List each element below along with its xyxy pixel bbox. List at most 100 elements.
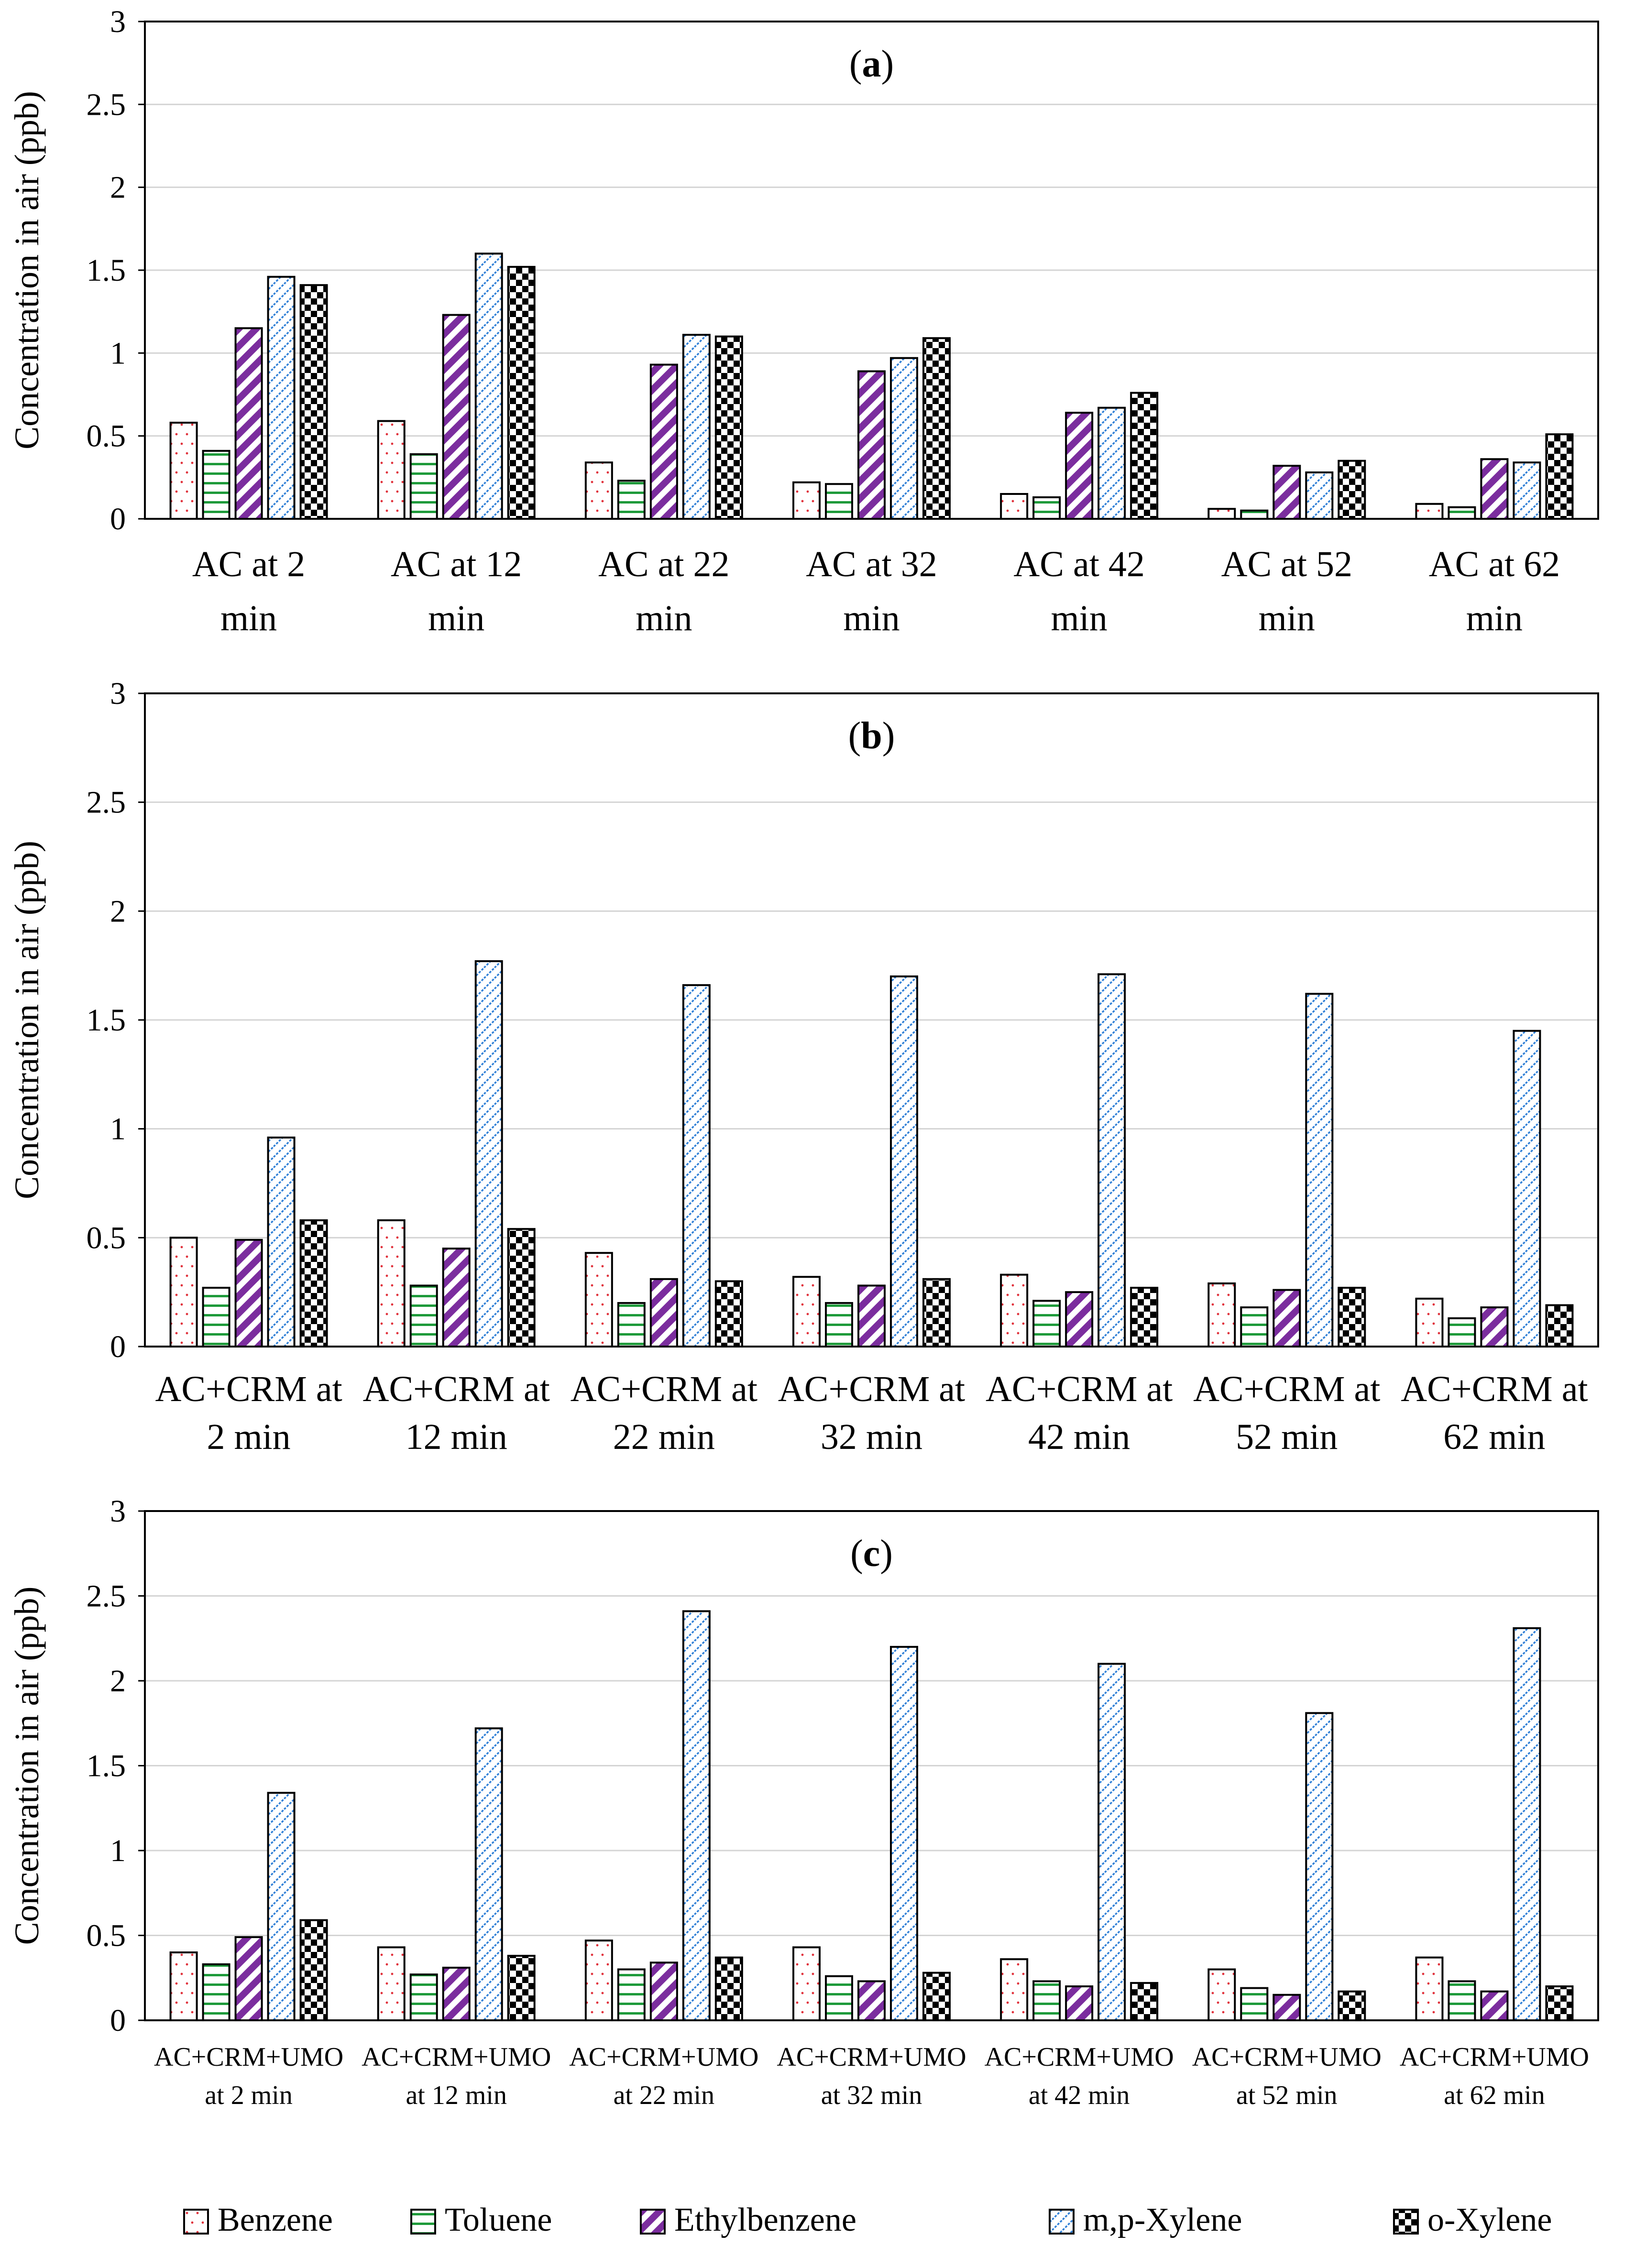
bar-toluene [825, 1302, 853, 1348]
bar-toluene [1032, 1980, 1061, 2022]
bar-mp-xylene [267, 1792, 296, 2022]
bar-o-xylene [299, 284, 328, 520]
legend-swatch-benzene [183, 2209, 209, 2235]
x-category-label: AC at 42 [1013, 544, 1144, 584]
x-category-label: 22 min [613, 1417, 715, 1457]
x-category-label: AC at 2 [192, 544, 305, 584]
bar-toluene [825, 483, 853, 520]
bar-mp-xylene [1097, 1663, 1126, 2021]
y-axis-label: Concentration in air (ppb) [8, 841, 46, 1199]
x-category-label: min [1051, 598, 1108, 638]
y-tick-label: 2 [110, 894, 126, 929]
y-tick-label: 0 [110, 502, 126, 537]
bar-ethylbenzene [1480, 458, 1509, 520]
legend-swatch-ethylbenzene [640, 2209, 666, 2235]
bar-toluene [202, 1963, 230, 2022]
x-category-label: AC+CRM+UMO [362, 2042, 551, 2072]
chart-panels: 0 0.5 1 1.5 2 2.5 3 Concentration in air (ppb) (… [8, 4, 1599, 2110]
bar-toluene [409, 1973, 438, 2021]
x-category-label: AC+CRM at [778, 1369, 965, 1409]
x-category-label: AC at 12 [391, 544, 522, 584]
panel-title-letter: c [863, 1533, 880, 1575]
y-tick-label: 0.5 [87, 1918, 126, 1953]
panel-title-open: ( [848, 715, 861, 757]
bar-o-xylene [714, 335, 743, 520]
bar-mp-xylene [682, 334, 711, 520]
legend-item-mp-xylene: m,p-Xylene [1049, 2202, 1242, 2238]
bar-toluene [617, 1968, 646, 2021]
bar-ethylbenzene [234, 327, 263, 520]
bar-toluene [1448, 506, 1476, 520]
y-tick-label: 0 [110, 2003, 126, 2038]
x-category-label: at 12 min [406, 2081, 507, 2110]
y-axis-label: Concentration in air (ppb) [8, 1587, 46, 1945]
bar-benzene [584, 1939, 613, 2021]
y-tick-label: 1.5 [87, 1749, 126, 1784]
chart-panel-b: 0 0.5 1 1.5 2 2.5 3 Concentration in air (ppb) (… [8, 676, 1599, 1457]
bar-toluene [617, 1302, 646, 1348]
y-tick-label: 0.5 [87, 419, 126, 454]
bar-toluene [1032, 1300, 1061, 1348]
y-tick-label: 3 [110, 676, 126, 711]
bar-benzene [169, 1237, 198, 1348]
legend-label: o-Xylene [1427, 2202, 1552, 2238]
bar-mp-xylene [267, 1136, 296, 1348]
chart-panel-a: 0 0.5 1 1.5 2 2.5 3 Concentration in air (ppb) (… [8, 4, 1599, 638]
bar-mp-xylene [1097, 973, 1126, 1348]
y-tick-label: 3 [110, 4, 126, 39]
bar-toluene [1240, 1987, 1269, 2021]
bar-mp-xylene [1513, 1030, 1541, 1348]
panel-title-close: ) [881, 43, 894, 85]
bar-o-xylene [507, 1955, 536, 2022]
bar-mp-xylene [1513, 1627, 1541, 2021]
bar-o-xylene [1130, 1287, 1159, 1348]
x-category-label: 42 min [1028, 1417, 1130, 1457]
bar-o-xylene [922, 1972, 951, 2022]
panel-title-open: ( [849, 43, 862, 85]
bar-toluene [1032, 496, 1061, 520]
x-category-label: AC+CRM+UMO [569, 2042, 758, 2072]
bar-toluene [825, 1975, 853, 2022]
y-tick-label: 1.5 [87, 1003, 126, 1038]
x-category-label: min [843, 598, 900, 638]
bar-benzene [1415, 1956, 1444, 2021]
panel-title-open: ( [850, 1533, 863, 1575]
x-category-label: AC+CRM at [571, 1369, 757, 1409]
bar-toluene [202, 449, 230, 520]
bar-ethylbenzene [1273, 465, 1301, 520]
bar-ethylbenzene [234, 1238, 263, 1348]
legend-item-o-xylene: o-Xylene [1393, 2202, 1552, 2238]
x-category-label: at 22 min [614, 2081, 715, 2110]
legend-swatch-o-xylene [1393, 2209, 1419, 2235]
x-category-label: min [220, 598, 277, 638]
panel-title: (a) [849, 43, 894, 85]
x-category-label: AC+CRM at [1193, 1369, 1380, 1409]
bar-benzene [377, 420, 406, 520]
bar-o-xylene [299, 1219, 328, 1348]
legend-label: Ethylbenzene [674, 2202, 856, 2238]
x-category-label: AC+CRM+UMO [1400, 2042, 1589, 2072]
bar-benzene [377, 1946, 406, 2022]
x-category-label: AC at 62 [1429, 544, 1560, 584]
x-category-label: AC+CRM+UMO [1192, 2042, 1382, 2072]
bar-benzene [584, 461, 613, 520]
bar-o-xylene [1130, 392, 1159, 520]
bar-ethylbenzene [1273, 1289, 1301, 1348]
bar-ethylbenzene [857, 1980, 886, 2022]
bar-o-xylene [507, 266, 536, 520]
x-category-label: AC+CRM at [1401, 1369, 1588, 1409]
bar-ethylbenzene [857, 1284, 886, 1348]
bar-ethylbenzene [649, 1961, 678, 2021]
bar-o-xylene [507, 1228, 536, 1348]
bar-benzene [1000, 1958, 1029, 2022]
y-tick-label: 2.5 [87, 785, 126, 820]
bar-benzene [1000, 1273, 1029, 1348]
bar-ethylbenzene [857, 370, 886, 520]
bar-toluene [409, 453, 438, 520]
bar-o-xylene [1545, 1985, 1574, 2021]
x-category-label: at 2 min [205, 2081, 293, 2110]
legend-item-benzene: Benzene [183, 2202, 333, 2238]
y-tick-label: 3 [110, 1494, 126, 1529]
